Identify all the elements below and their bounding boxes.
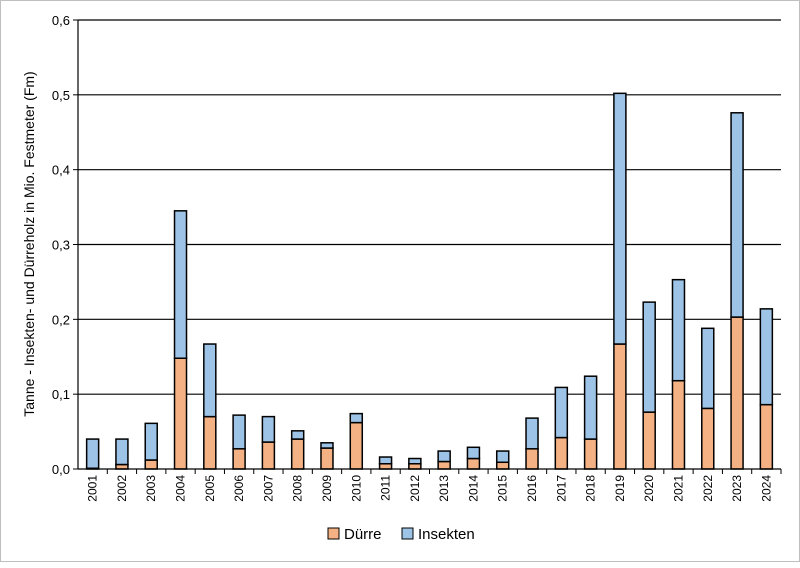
x-tick-label: 2004 [174,475,188,502]
bar-insekten-2006 [232,414,246,450]
bar-insekten-2004 [173,210,188,359]
bar-dürre-2022 [701,407,715,470]
x-tick-label: 2022 [701,475,715,502]
bar-insekten-2014 [466,446,481,460]
x-tick-label: 2003 [144,475,158,502]
bar-dürre-2023 [730,316,744,470]
x-tick-label: 2016 [525,475,539,502]
x-tick-label: 2008 [291,475,305,502]
bar-dürre-2015 [495,461,510,470]
bar-insekten-2016 [525,417,539,450]
x-tick-label: 2018 [584,475,598,502]
bar-dürre-2014 [466,457,481,470]
bar-insekten-2007 [261,415,276,443]
bar-insekten-2015 [495,450,510,464]
x-tick-label: 2024 [759,475,773,502]
y-tick-label: 0,0 [52,462,70,477]
x-tick-label: 2013 [437,475,451,502]
bar-insekten-2003 [144,422,158,461]
x-tick-label: 2012 [408,475,422,502]
x-tick-label: 2019 [613,475,627,502]
legend-swatch-insekten [401,527,414,540]
x-tick-label: 2023 [730,475,744,502]
x-tick-label: 2007 [261,475,275,502]
legend-label-insekten: Insekten [418,526,475,543]
bar-dürre-2004 [173,357,188,470]
y-tick-label: 0,5 [52,88,70,103]
bar-insekten-2009 [320,442,334,449]
bar-insekten-2013 [437,450,451,463]
y-tick-label: 0,2 [52,312,70,327]
x-tick-label: 2021 [671,475,685,502]
bar-dürre-2005 [203,415,217,470]
bar-dürre-2013 [437,460,451,470]
bar-dürre-2024 [759,403,774,470]
bar-insekten-2024 [759,308,774,406]
bar-insekten-2002 [115,438,129,466]
bar-dürre-2018 [583,438,598,470]
x-tick-label: 2002 [115,475,129,502]
bar-dürre-2012 [408,463,422,470]
bar-dürre-2009 [320,447,334,470]
bar-dürre-2008 [290,438,305,470]
bar-dürre-2021 [671,379,686,470]
bar-insekten-2012 [408,457,422,465]
bar-insekten-2020 [642,301,656,413]
x-tick-label: 2005 [203,475,217,502]
bar-dürre-2003 [144,459,158,470]
bar-dürre-2019 [613,343,627,470]
bar-dürre-2016 [525,448,539,470]
bar-dürre-2017 [554,436,569,470]
bar-dürre-2007 [261,441,276,470]
y-tick-label: 0,3 [52,238,70,253]
legend-swatch-dürre [327,527,340,540]
bar-insekten-2023 [730,112,744,318]
bar-insekten-2010 [349,412,364,424]
bar-dürre-2010 [349,421,364,470]
y-tick-label: 0,4 [52,163,70,178]
bar-insekten-2022 [701,327,715,410]
x-tick-label: 2020 [642,475,656,502]
x-tick-label: 2010 [349,475,363,502]
x-tick-label: 2015 [496,475,510,502]
y-axis-label: Tanne - Insekten- und Dürreholz in Mio. … [21,71,37,416]
bar-insekten-2017 [554,386,569,439]
bar-dürre-2020 [642,411,656,470]
y-tick-label: 0,6 [52,13,70,28]
y-tick-label: 0,1 [52,387,70,402]
bar-dürre-2011 [378,463,393,470]
bar-insekten-2018 [583,375,598,440]
bar-insekten-2021 [671,278,686,382]
x-tick-label: 2001 [86,475,100,502]
x-tick-label: 2014 [466,475,480,502]
x-tick-label: 2006 [232,475,246,502]
legend-label-dürre: Dürre [344,526,382,543]
bar-dürre-2006 [232,448,246,470]
bar-insekten-2001 [85,438,100,470]
x-tick-label: 2011 [379,475,393,501]
bar-insekten-2019 [613,92,627,345]
bar-insekten-2005 [203,343,217,418]
x-tick-label: 2017 [554,475,568,502]
x-tick-label: 2009 [320,475,334,502]
bar-insekten-2011 [378,456,393,465]
bar-insekten-2008 [290,430,305,440]
